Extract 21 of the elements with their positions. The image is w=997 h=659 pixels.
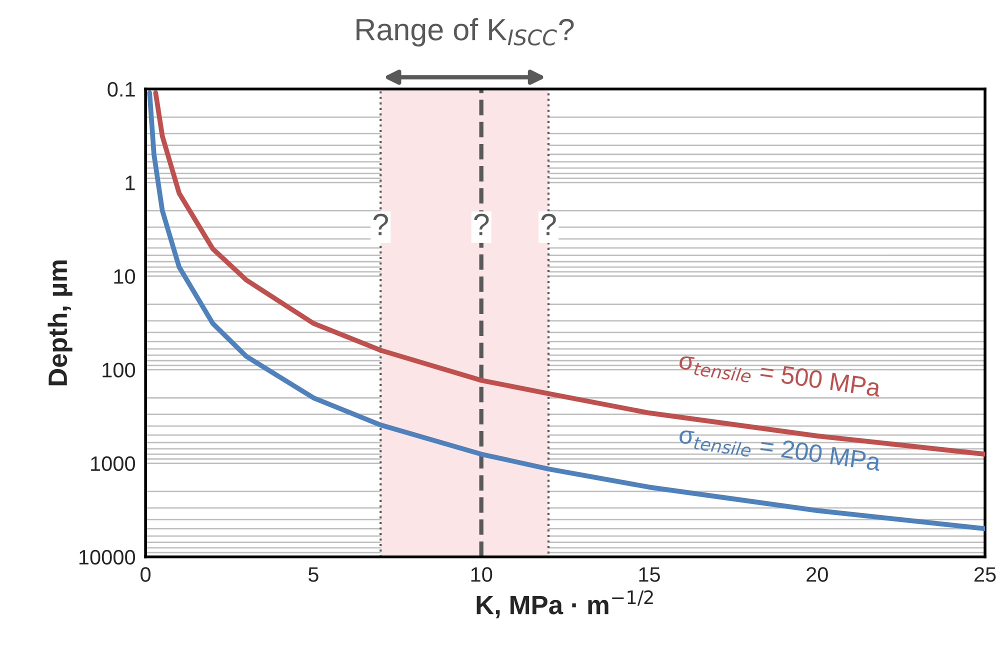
x-axis-title: K, MPa · m$^{−1/2}$ <box>476 590 653 618</box>
text: σ$_{tensile}$ = 500 MPa <box>678 351 882 401</box>
annotation: ? <box>541 214 556 236</box>
x-tick-label: 10 <box>471 567 492 582</box>
text: σ$_{tensile}$ = 200 MPa <box>678 425 882 476</box>
x-tick-label: 15 <box>639 567 660 582</box>
y-tick-label: 1000 <box>91 456 136 472</box>
y-tick-label: 100 <box>102 362 136 378</box>
y-tick-label: 1 <box>126 176 135 190</box>
x-tick-label: 20 <box>806 567 828 582</box>
x-tick-label: 25 <box>974 567 996 582</box>
annotation: ? <box>474 214 489 236</box>
y-axis-title: Depth, µm <box>48 260 72 386</box>
y-tick-label: 10000 <box>80 550 136 565</box>
annotation: ? <box>373 214 388 236</box>
chart-title: Range of K$_{ISCC}$? <box>356 18 574 46</box>
x-tick-label: 5 <box>308 567 318 582</box>
y-tick-label: 0.1 <box>108 82 135 97</box>
line-series <box>147 90 986 532</box>
y-tick-label: 10 <box>114 269 136 284</box>
x-tick-label: 0 <box>140 567 151 582</box>
